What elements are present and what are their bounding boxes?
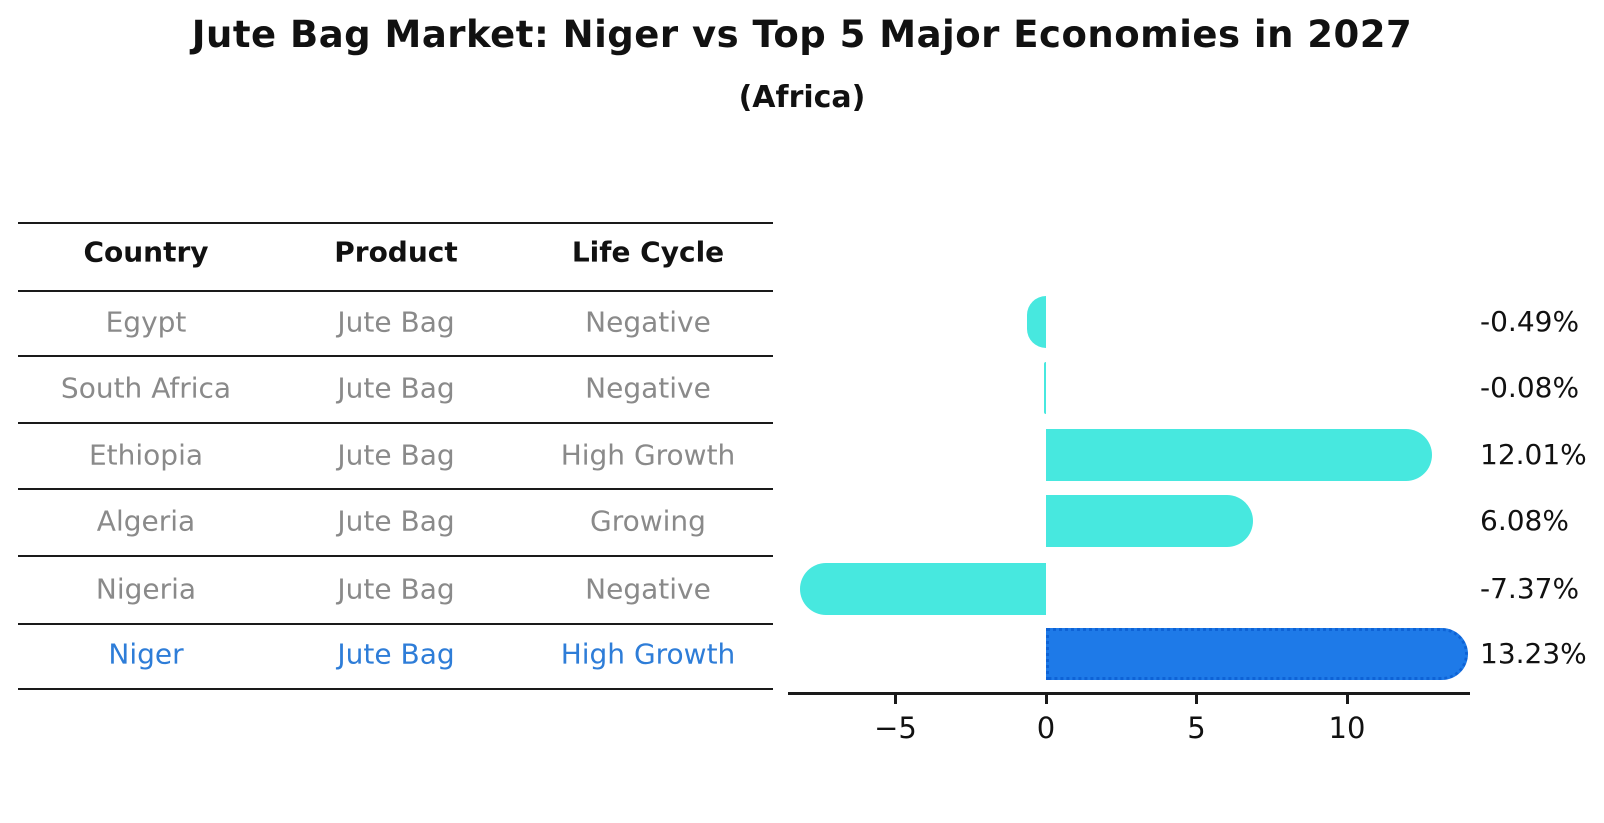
cell-product: Jute Bag [337,637,455,671]
cell-product: Jute Bag [337,438,455,472]
bar-algeria [1046,495,1253,547]
cell-life-cycle: Negative [585,572,711,605]
value-label: 13.23% [1480,636,1587,670]
value-label: 12.01% [1480,437,1587,471]
cell-life-cycle: Growing [590,504,706,538]
x-axis-tick-label: 0 [1036,711,1056,745]
value-label: 6.08% [1480,503,1569,537]
x-axis-tick-label: −5 [874,711,917,745]
column-header-country: Country [83,235,209,269]
bar-egypt [1027,296,1046,348]
value-label: -0.08% [1480,370,1580,404]
cell-country: Algeria [96,504,196,538]
cell-life-cycle: High Growth [560,637,736,671]
chart-title: Jute Bag Market: Niger vs Top 5 Major Ec… [191,13,1413,56]
x-axis-tick [894,694,897,704]
cell-life-cycle: Negative [585,305,711,339]
value-label: -0.49% [1480,304,1580,338]
table-rule [18,355,773,357]
cell-country: Nigeria [95,572,197,605]
table-rule [18,488,773,490]
cell-life-cycle: Negative [585,371,711,405]
table-rule [18,623,773,625]
table-rule [18,222,773,224]
cell-product: Jute Bag [337,305,455,339]
bar-nigeria [800,562,1046,615]
column-header-product: Product [334,235,458,269]
table-rule [18,290,773,292]
column-header-life-cycle: Life Cycle [571,235,725,269]
bar-south-africa [1043,362,1046,414]
cell-country: Ethiopia [88,438,204,472]
chart-subtitle: (Africa) [738,80,866,115]
x-axis-line [788,692,1470,695]
bar-niger [1046,628,1469,680]
x-axis-tick-label: 10 [1328,711,1366,745]
x-axis-tick [1345,694,1349,704]
x-axis-tick [1195,694,1198,704]
cell-country: Niger [108,637,184,671]
bar-ethiopia [1046,429,1432,481]
cell-product: Jute Bag [337,504,455,538]
cell-life-cycle: High Growth [560,438,736,472]
x-axis-tick-label: 5 [1187,711,1206,745]
cell-country: Egypt [105,305,187,339]
x-axis-tick [1044,694,1048,704]
cell-product: Jute Bag [337,572,455,605]
cell-product: Jute Bag [337,371,455,405]
table-rule [18,422,773,424]
cell-country: South Africa [60,371,232,405]
table-rule [18,555,773,557]
table-rule [18,688,773,690]
value-label: -7.37% [1480,571,1580,605]
